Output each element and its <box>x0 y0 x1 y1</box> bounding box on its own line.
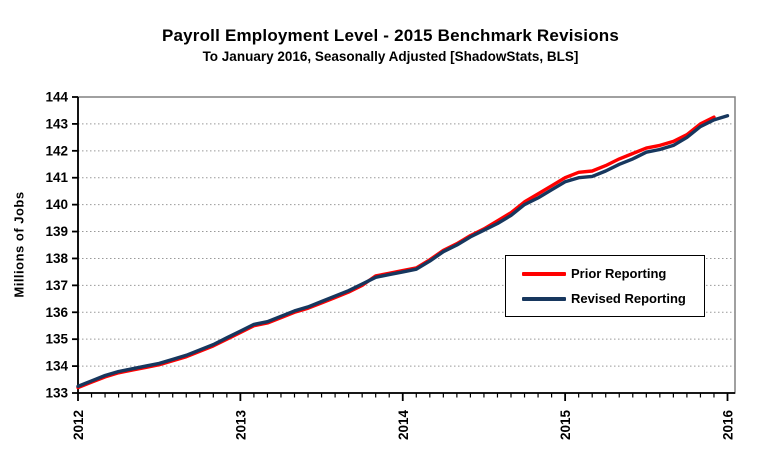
legend-label: Revised Reporting <box>571 291 686 306</box>
y-axis-tick-label: 139 <box>45 224 68 239</box>
chart-subtitle: To January 2016, Seasonally Adjusted [Sh… <box>202 49 579 64</box>
legend-label: Prior Reporting <box>571 266 667 281</box>
legend-item: Revised Reporting <box>522 291 704 306</box>
legend: Prior Reporting Revised Reporting <box>505 255 705 317</box>
prior-legend-swatch <box>522 271 566 276</box>
y-axis-tick-label: 143 <box>45 116 68 131</box>
chart-title: Payroll Employment Level - 2015 Benchmar… <box>161 26 620 45</box>
y-axis-tick-label: 140 <box>45 197 68 212</box>
y-axis-tick-label: 141 <box>45 170 68 185</box>
y-axis-tick-label: 135 <box>45 332 68 347</box>
y-axis-tick-label: 144 <box>45 90 68 105</box>
y-axis-tick-label: 133 <box>45 386 68 401</box>
revised-series-line <box>76 114 730 388</box>
x-axis-tick-label: 2015 <box>558 409 573 440</box>
y-axis-tick-label: 138 <box>45 251 68 266</box>
x-axis-tick-label: 2012 <box>71 410 86 440</box>
revised-legend-swatch <box>522 296 566 301</box>
plot-frame <box>77 96 736 394</box>
x-axis-tick-label: 2013 <box>233 409 248 440</box>
x-axis-tick-label: 2016 <box>721 409 736 440</box>
legend-item: Prior Reporting <box>522 266 704 281</box>
x-axis-tick-label: 2014 <box>396 409 411 440</box>
y-axis-tick-label: 137 <box>45 278 68 293</box>
y-axis-tick-label: 134 <box>45 359 68 374</box>
y-axis-tick-label: 136 <box>45 305 68 320</box>
y-axis-tick-label: 142 <box>45 143 68 158</box>
